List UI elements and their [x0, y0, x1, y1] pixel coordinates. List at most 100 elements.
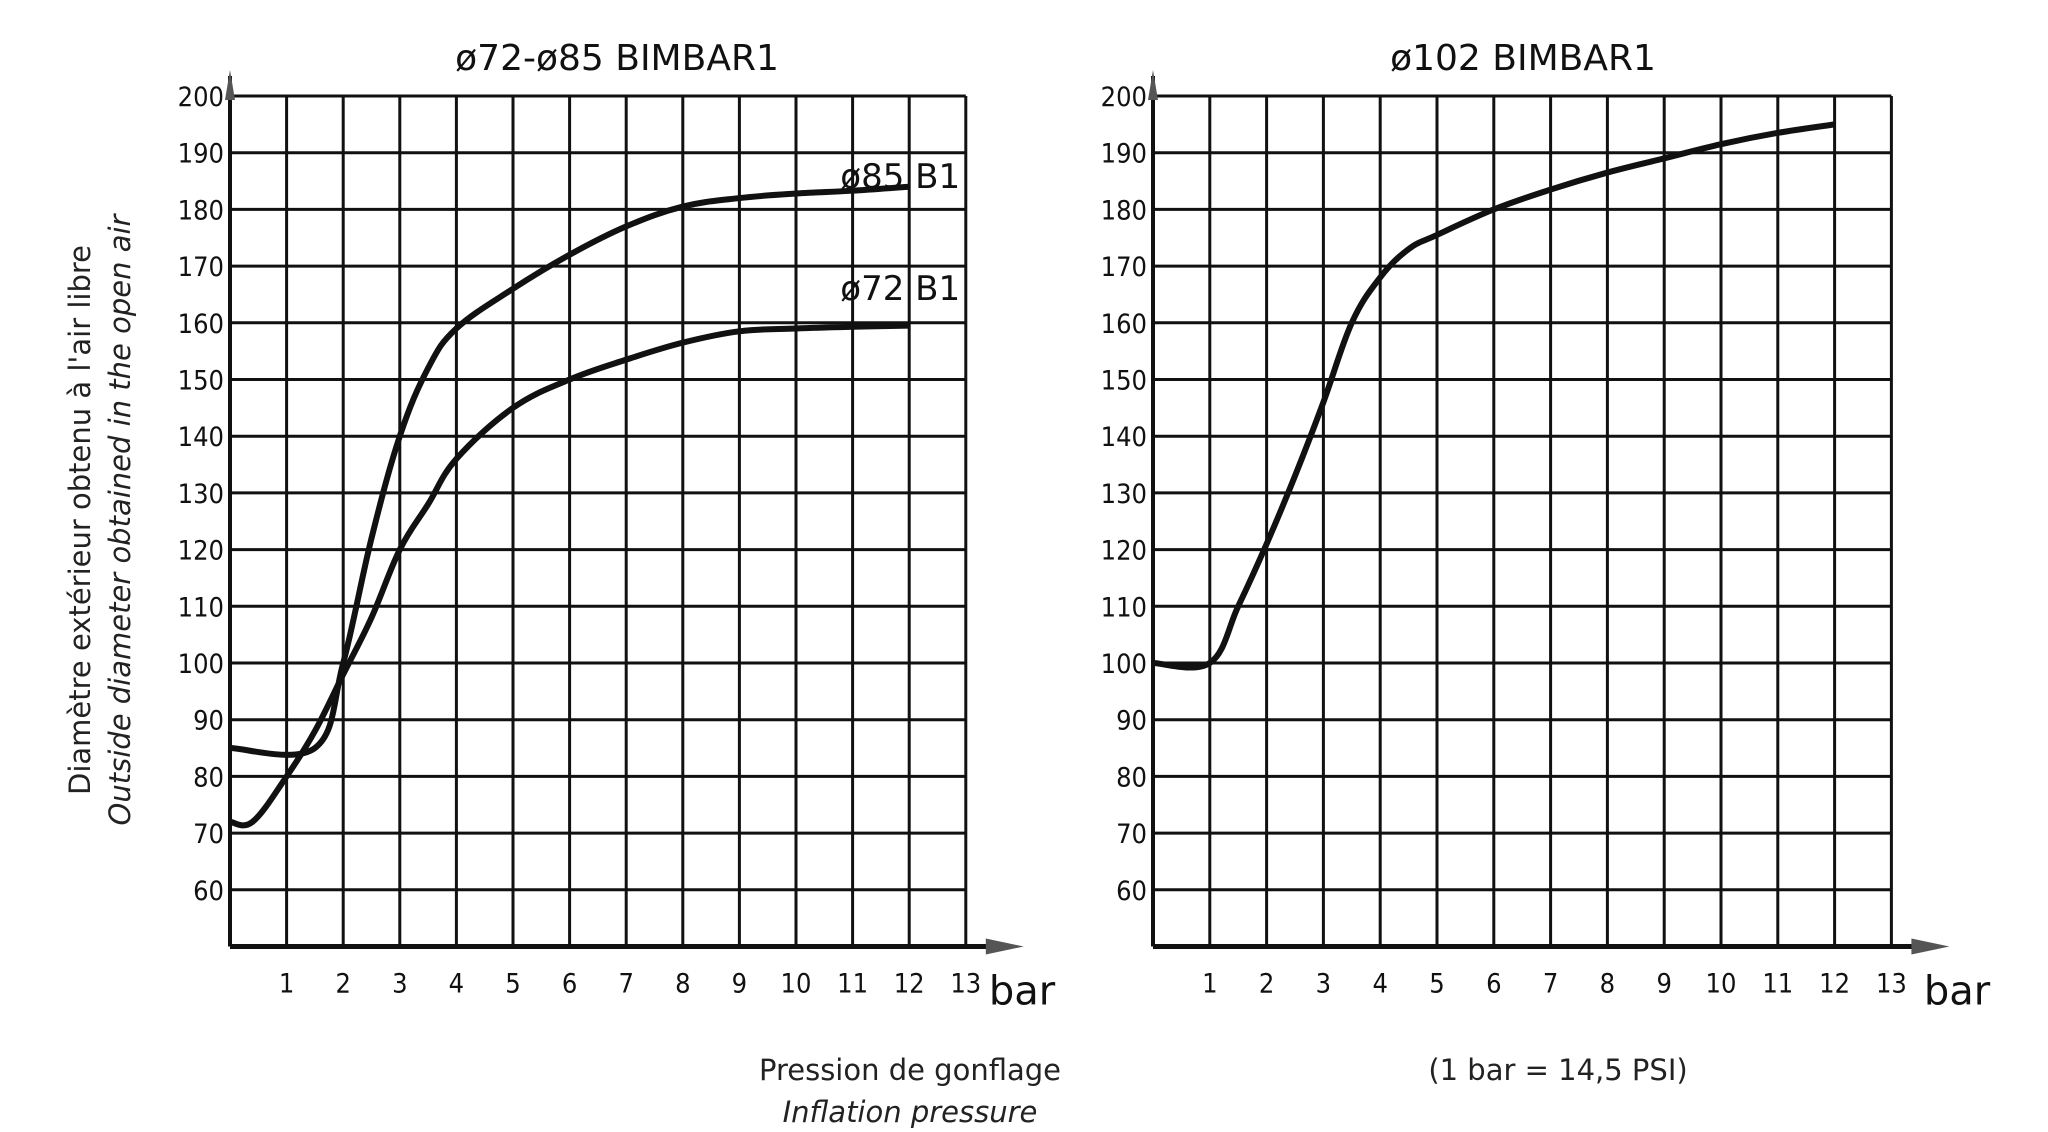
data-point [371, 537, 372, 539]
y-tick-label: 200 [1101, 82, 1147, 113]
data-point [427, 367, 429, 369]
y-tick-label: 90 [1116, 706, 1147, 737]
y-tick-label: 110 [178, 592, 224, 623]
x-tick-label: 4 [1372, 969, 1387, 1000]
y-tick-label: 180 [1101, 195, 1147, 226]
data-point [1379, 276, 1381, 278]
data-point [455, 458, 457, 460]
data-point [1351, 322, 1353, 324]
data-point [852, 326, 854, 328]
y-tick-label: 120 [178, 536, 224, 567]
data-point [314, 747, 316, 749]
data-point [738, 197, 740, 199]
series-label: ø85 B1 [840, 157, 960, 197]
y-tick-label: 140 [1101, 422, 1147, 453]
data-point [682, 206, 684, 208]
x-tick-label: 2 [335, 969, 350, 1000]
y-tick-label: 100 [178, 649, 224, 680]
y-tick-label: 170 [1101, 252, 1147, 283]
data-point [1209, 662, 1211, 664]
x-tick-label: 12 [1819, 969, 1850, 1000]
x-axis-arrow [985, 938, 1024, 955]
x-tick-label: 7 [618, 969, 633, 1000]
y-tick-label: 90 [193, 706, 224, 737]
x-tick-label: 7 [1543, 969, 1558, 1000]
x-tick-label: 11 [1762, 969, 1793, 1000]
y-tick-label: 60 [193, 876, 224, 907]
y-tick-label: 180 [178, 195, 224, 226]
x-tick-label: 3 [392, 969, 407, 1000]
data-point [682, 342, 684, 344]
x-axis-arrow [1911, 938, 1950, 955]
data-point [512, 288, 514, 290]
data-point [1550, 189, 1552, 191]
x-tick-label: 12 [894, 969, 925, 1000]
x-tick-label: 6 [1486, 969, 1501, 1000]
x-tick-label: 6 [562, 969, 577, 1000]
y-tick-label: 120 [1101, 536, 1147, 567]
data-point [399, 435, 401, 437]
y-tick-label: 190 [1101, 139, 1147, 170]
x-tick-label: 2 [1259, 969, 1274, 1000]
y-tick-label: 80 [193, 762, 224, 793]
data-point [1237, 605, 1239, 607]
data-point [455, 327, 457, 329]
data-point [625, 225, 627, 227]
data-point [795, 327, 797, 329]
x-tick-label: 8 [675, 969, 690, 1000]
x-tick-label: 5 [1429, 969, 1444, 1000]
data-point [625, 359, 627, 361]
x-tick-label: 1 [1202, 969, 1217, 1000]
x-tick-label: 8 [1600, 969, 1615, 1000]
chart-title: ø102 BIMBAR1 [1390, 38, 1656, 79]
data-point [512, 407, 514, 409]
x-tick-label: 4 [449, 969, 464, 1000]
x-axis-unit: bar [1924, 969, 1991, 1015]
data-point [314, 730, 316, 732]
y-axis-arrow [225, 70, 235, 100]
data-point [1436, 234, 1438, 236]
data-point [795, 193, 797, 195]
data-point [1322, 401, 1324, 403]
data-point [1720, 143, 1722, 145]
data-point [569, 379, 571, 380]
data-point [1663, 157, 1665, 159]
x-axis-unit: bar [989, 969, 1056, 1015]
x-tick-label: 11 [837, 969, 868, 1000]
y-tick-label: 160 [178, 309, 224, 340]
y-tick-label: 150 [1101, 366, 1147, 397]
caption-conversion: (1 bar = 14,5 PSI) [1428, 1053, 1687, 1087]
y-tick-label: 130 [1101, 479, 1147, 510]
x-tick-label: 9 [1656, 969, 1671, 1000]
data-point [399, 549, 401, 551]
data-point [908, 186, 910, 188]
caption-pressure-en: Inflation pressure [783, 1095, 1038, 1129]
y-tick-label: 200 [178, 82, 224, 113]
data-point [1408, 248, 1410, 250]
x-tick-label: 3 [1316, 969, 1331, 1000]
x-tick-label: 13 [950, 969, 981, 1000]
y-tick-label: 140 [178, 422, 224, 453]
ylabel-en: Outside diameter obtained in the open ai… [103, 212, 137, 825]
data-point [342, 673, 344, 675]
chart-title: ø72-ø85 BIMBAR1 [455, 38, 779, 79]
y-tick-label: 100 [1101, 649, 1147, 680]
data-point [1266, 543, 1268, 545]
y-axis-arrow [1148, 70, 1158, 100]
data-point [252, 821, 254, 823]
x-tick-label: 9 [732, 969, 747, 1000]
x-tick-label: 1 [279, 969, 294, 1000]
data-point [1493, 208, 1495, 210]
y-tick-label: 150 [178, 366, 224, 397]
x-tick-label: 13 [1876, 969, 1907, 1000]
y-tick-label: 160 [1101, 309, 1147, 340]
data-point [1834, 123, 1836, 125]
data-point [852, 190, 854, 192]
data-point [286, 775, 288, 777]
data-point [1294, 475, 1296, 477]
y-tick-label: 110 [1101, 592, 1147, 623]
series-line [229, 183, 910, 758]
x-tick-label: 10 [781, 969, 812, 1000]
x-tick-label: 10 [1706, 969, 1737, 1000]
y-tick-label: 70 [1116, 819, 1147, 850]
